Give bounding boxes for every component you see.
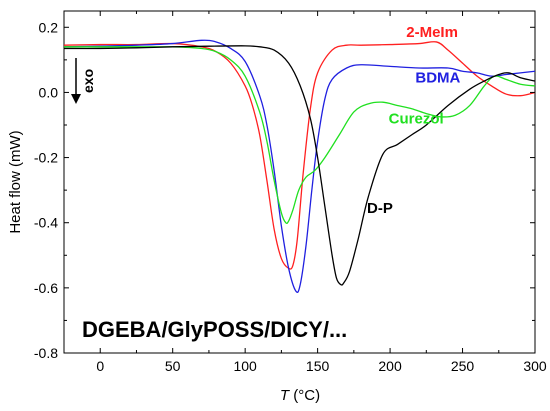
x-tick-label: 200 <box>378 358 402 374</box>
series-line-bdma <box>63 39 536 293</box>
series-label-2-meim: 2-MeIm <box>406 24 458 41</box>
series-label-bdma: BDMA <box>415 70 460 87</box>
x-tick-label: 50 <box>165 358 181 374</box>
series-line-curezol <box>64 46 536 225</box>
y-tick-label: -0.2 <box>34 150 58 166</box>
x-axis-title: T (°C) <box>280 387 320 404</box>
x-tick-label: 250 <box>451 358 475 374</box>
plot-frame <box>63 10 536 354</box>
series-labels: 2-MeIm BDMA Curezol D-P <box>367 24 461 217</box>
exo-label: exo <box>80 69 96 93</box>
exo-arrow-head-icon <box>71 94 81 104</box>
x-tick-label: 150 <box>306 358 330 374</box>
composition-annotation: DGEBA/GlyPOSS/DICY/... <box>82 317 347 342</box>
y-tick-label: -0.4 <box>34 215 58 231</box>
x-tick-label: 0 <box>96 358 104 374</box>
exo-indicator: exo <box>71 58 96 104</box>
x-tick-label: 300 <box>523 358 547 374</box>
x-axis-title-italic: T <box>280 387 291 404</box>
y-axis-title: Heat flow (mW) <box>7 130 24 233</box>
y-tick-label: 0.0 <box>39 84 59 100</box>
series-line-2-meim <box>63 41 536 270</box>
series-label-d-p: D-P <box>367 200 393 217</box>
y-tick-label: -0.6 <box>34 280 58 296</box>
y-tick-label: -0.8 <box>34 345 58 361</box>
series-label-curezol: Curezol <box>389 110 444 127</box>
curves <box>63 39 536 293</box>
axes: 0 50 100 150 200 250 300 -0.8 -0.6 -0.4 -0.2 0.0 0.2 <box>34 11 547 374</box>
x-tick-label: 100 <box>233 358 257 374</box>
series-line-d-p <box>63 45 536 286</box>
y-tick-label: 0.2 <box>39 19 59 35</box>
x-axis-title-unit: (°C) <box>289 387 320 404</box>
plot-area <box>63 10 536 354</box>
